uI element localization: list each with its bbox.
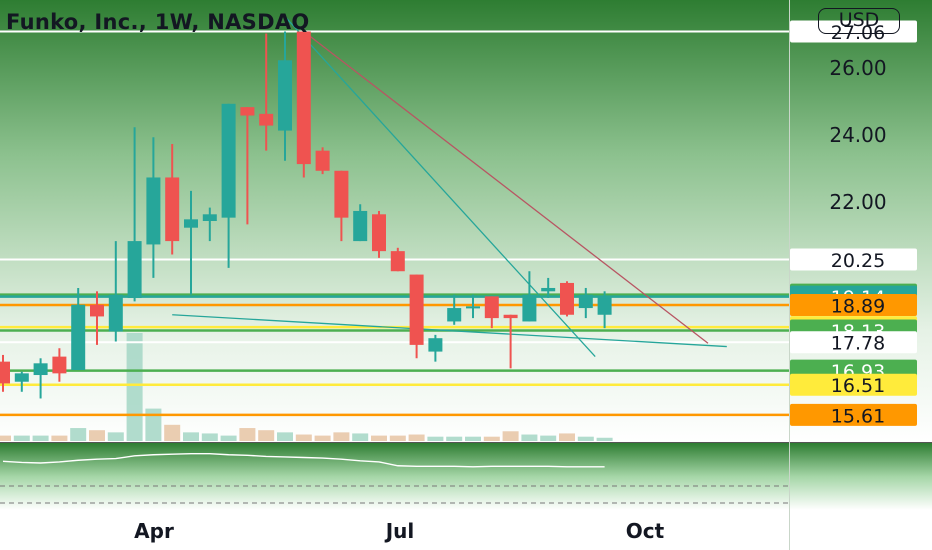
candle-body bbox=[484, 296, 499, 319]
volume-bar bbox=[126, 333, 143, 441]
volume-bar bbox=[521, 434, 538, 441]
candle-body bbox=[522, 294, 537, 322]
price-axis-label: 22.00 bbox=[829, 190, 886, 214]
candle-body bbox=[240, 107, 255, 116]
candle-body bbox=[108, 294, 123, 332]
volume-bar bbox=[70, 428, 87, 441]
candle-body bbox=[90, 304, 104, 317]
volume-bar bbox=[333, 432, 350, 441]
time-axis-label: Apr bbox=[134, 519, 174, 543]
time-axis-background bbox=[0, 510, 932, 550]
volume-bar bbox=[352, 433, 369, 441]
volume-bar bbox=[164, 424, 181, 441]
volume-bar bbox=[427, 436, 444, 441]
level-price-label: 27.06 bbox=[831, 22, 885, 44]
currency-button[interactable]: USD bbox=[818, 8, 900, 34]
volume-bar bbox=[596, 437, 613, 441]
time-axis-label: Oct bbox=[626, 519, 665, 543]
volume-bar bbox=[89, 430, 105, 441]
candle-body bbox=[390, 251, 405, 272]
candle-body bbox=[578, 294, 593, 309]
candle-body bbox=[278, 60, 292, 131]
volume-bar bbox=[465, 436, 481, 441]
volume-bar bbox=[295, 434, 312, 441]
volume-bar bbox=[389, 435, 406, 441]
volume-bar bbox=[540, 435, 557, 441]
candle-body bbox=[33, 363, 48, 376]
candle-body bbox=[353, 210, 368, 242]
candle-body bbox=[409, 274, 424, 345]
candle-body bbox=[71, 304, 86, 371]
candle-body bbox=[52, 356, 67, 374]
candle-body bbox=[541, 287, 556, 292]
time-axis-label: Jul bbox=[384, 519, 415, 543]
candle-body bbox=[315, 150, 330, 171]
volume-bar bbox=[13, 435, 30, 441]
level-price-label: 15.61 bbox=[831, 405, 885, 427]
volume-bar bbox=[577, 436, 594, 441]
volume-bar bbox=[258, 430, 275, 441]
level-price-tag bbox=[790, 294, 917, 317]
level-price-label: 16.51 bbox=[831, 375, 885, 397]
candle-body bbox=[428, 338, 443, 352]
candle-body bbox=[146, 177, 161, 245]
candle-body bbox=[259, 113, 274, 126]
candle-body bbox=[372, 214, 386, 252]
volume-bar bbox=[239, 428, 256, 441]
candle-body bbox=[14, 373, 29, 382]
candle-body bbox=[334, 170, 349, 218]
volume-bar bbox=[201, 433, 218, 441]
level-price-tag bbox=[790, 248, 917, 271]
candle-body bbox=[221, 103, 236, 218]
level-price-tag bbox=[790, 20, 917, 43]
volume-bar bbox=[32, 435, 49, 441]
candle-body bbox=[202, 214, 217, 221]
volume-bar bbox=[183, 432, 199, 441]
rsi-line bbox=[2, 452, 605, 468]
candle-body bbox=[503, 314, 518, 319]
rsi-pane-background bbox=[0, 443, 932, 510]
candle-body bbox=[127, 241, 142, 299]
volume-bar bbox=[145, 408, 162, 441]
candle-body bbox=[466, 306, 480, 309]
candle-body bbox=[165, 177, 180, 242]
volume-bar bbox=[559, 433, 575, 441]
level-price-label: 17.78 bbox=[831, 333, 885, 355]
trend-line[interactable] bbox=[172, 314, 727, 348]
candle-body bbox=[560, 282, 574, 315]
level-price-tag bbox=[790, 331, 917, 354]
trend-line[interactable] bbox=[284, 16, 596, 358]
level-price-label: 20.25 bbox=[831, 250, 885, 272]
candle-body bbox=[447, 308, 462, 322]
level-price-tag bbox=[790, 373, 917, 396]
volume-bar bbox=[483, 436, 500, 441]
volume-bar bbox=[107, 432, 124, 441]
volume-bar bbox=[277, 432, 293, 441]
candle-body bbox=[184, 219, 198, 228]
volume-bar bbox=[502, 431, 519, 441]
chart-title: Funko, Inc., 1W, NASDAQ bbox=[6, 10, 310, 34]
level-price-tag bbox=[790, 403, 917, 426]
volume-bar bbox=[0, 435, 11, 441]
volume-bar bbox=[408, 434, 425, 441]
volume-bar bbox=[220, 435, 237, 441]
candle-body bbox=[296, 31, 311, 165]
trend-line[interactable] bbox=[303, 30, 709, 344]
candle-body bbox=[597, 296, 612, 315]
price-axis-label: 24.00 bbox=[829, 123, 886, 147]
level-price-label: 18.89 bbox=[831, 296, 885, 318]
price-axis-label: 26.00 bbox=[829, 56, 886, 80]
candle-body bbox=[0, 361, 10, 384]
volume-bar bbox=[51, 435, 68, 441]
volume-bar bbox=[314, 435, 331, 441]
volume-bar bbox=[371, 435, 387, 441]
volume-bar bbox=[446, 436, 463, 441]
